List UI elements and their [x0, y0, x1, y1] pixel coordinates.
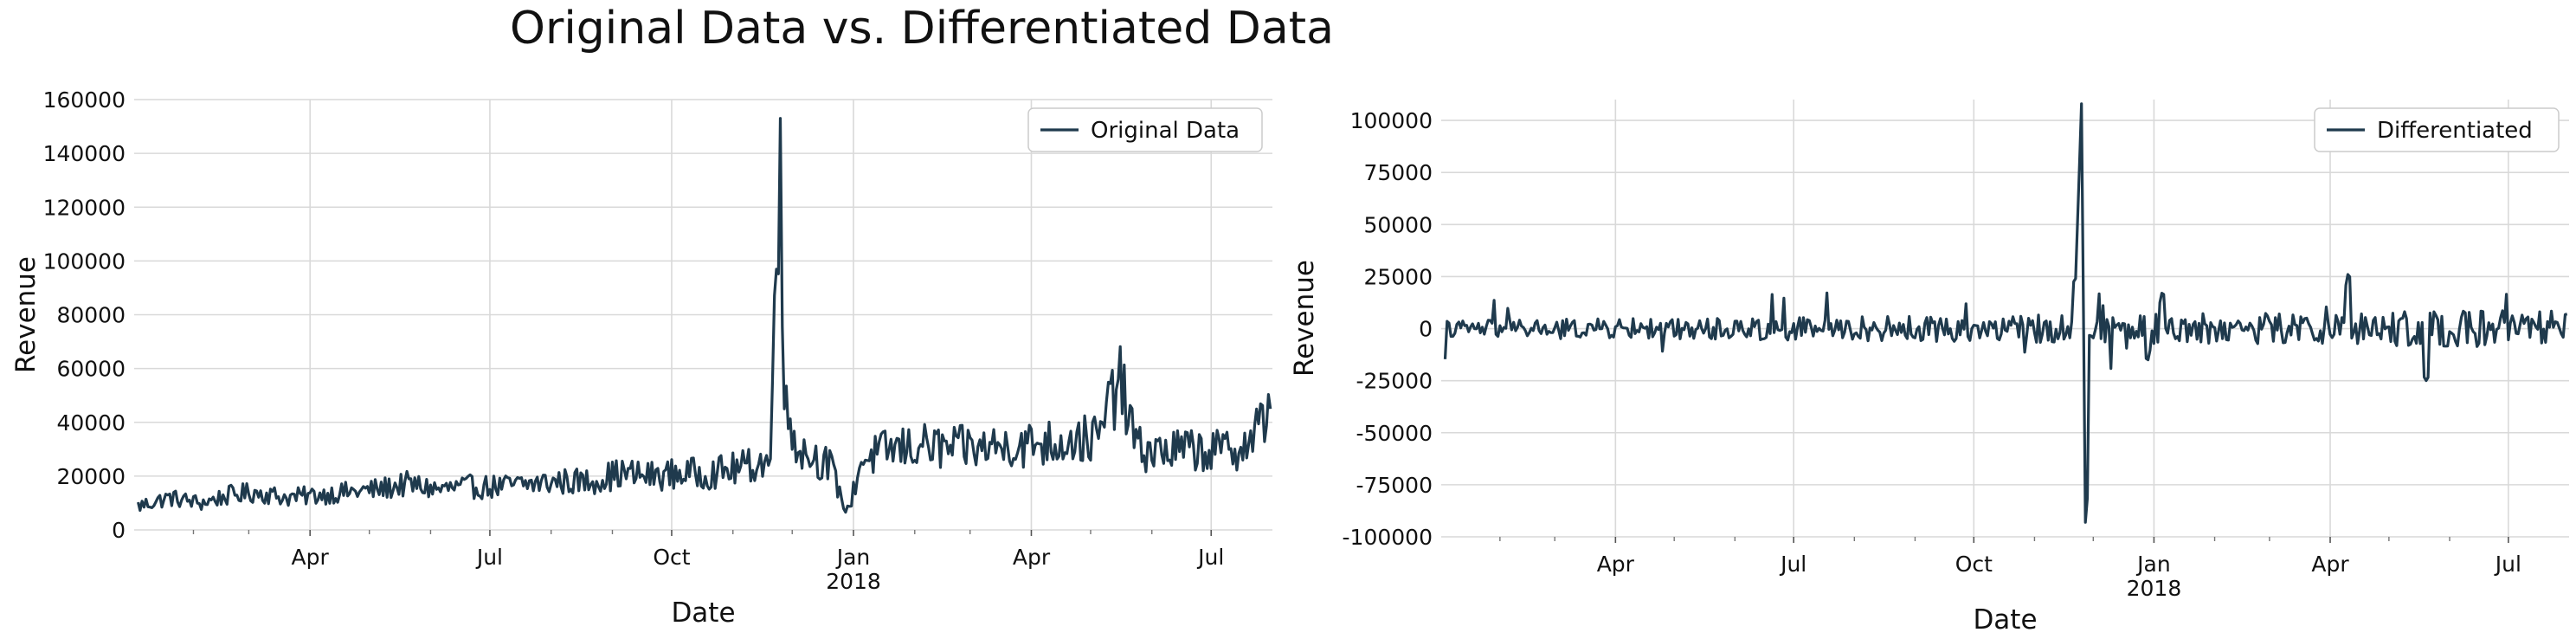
y-tick-label: 100000	[43, 248, 126, 274]
y-axis-label: Revenue	[1289, 260, 1320, 377]
x-tick-year-label: 2018	[826, 569, 881, 594]
x-tick-label: Jul	[475, 545, 503, 570]
y-axis-label: Revenue	[10, 256, 42, 373]
x-tick-label: Apr	[2311, 552, 2349, 577]
legend-box	[2314, 107, 2560, 152]
y-tick-label: 25000	[1363, 264, 1433, 289]
y-tick-label: 75000	[1363, 160, 1433, 185]
y-tick-label: 140000	[43, 141, 126, 166]
y-tick-label: 20000	[56, 464, 126, 489]
x-tick-label: Oct	[1955, 552, 1993, 577]
y-tick-label: 40000	[56, 410, 126, 436]
y-tick-label: 50000	[1363, 212, 1433, 237]
right-chart: -100000 -75000 -50000 -25000 0 25000 50000 7500…	[1289, 100, 2569, 636]
figure-title: Original Data vs. Differentiated Data	[510, 3, 1334, 55]
y-tick-label: 100000	[1350, 108, 1433, 133]
x-tick-label: Oct	[653, 545, 690, 570]
x-tick-label: Apr	[292, 545, 330, 570]
x-tick-label: Jul	[1779, 552, 1806, 577]
y-tick-label: 60000	[56, 357, 126, 382]
series-line	[1443, 102, 2568, 524]
y-tick-label: -100000	[1343, 525, 1433, 550]
y-tick-label: 0	[1419, 317, 1433, 342]
x-tick-label: Apr	[1013, 545, 1051, 570]
series-line	[137, 117, 1272, 514]
x-tick-year-label: 2018	[2127, 576, 2182, 601]
x-axis-label: Date	[1973, 604, 2037, 636]
x-tick-label: Apr	[1597, 552, 1635, 577]
x-tick-label: Jan	[835, 545, 871, 570]
legend-box	[1027, 107, 1263, 152]
x-tick-label: Jul	[1196, 545, 1224, 570]
legend-label: Differentiated	[2377, 118, 2533, 144]
x-tick-label: Jan	[2135, 552, 2171, 577]
y-tick-label: -25000	[1356, 369, 1433, 394]
legend-label: Original Data	[1091, 118, 1240, 144]
y-tick-label: -75000	[1356, 473, 1433, 498]
x-tick-label: Jul	[2494, 552, 2521, 577]
y-tick-label: 160000	[43, 87, 126, 113]
y-tick-label: -50000	[1356, 421, 1433, 446]
x-axis-label: Date	[671, 597, 735, 629]
left-chart: 0 20000 40000 60000 80000 100000 120000 140000 1…	[10, 87, 1272, 629]
y-tick-label: 0	[112, 518, 126, 543]
y-tick-label: 120000	[43, 195, 126, 220]
y-tick-label: 80000	[56, 303, 126, 328]
